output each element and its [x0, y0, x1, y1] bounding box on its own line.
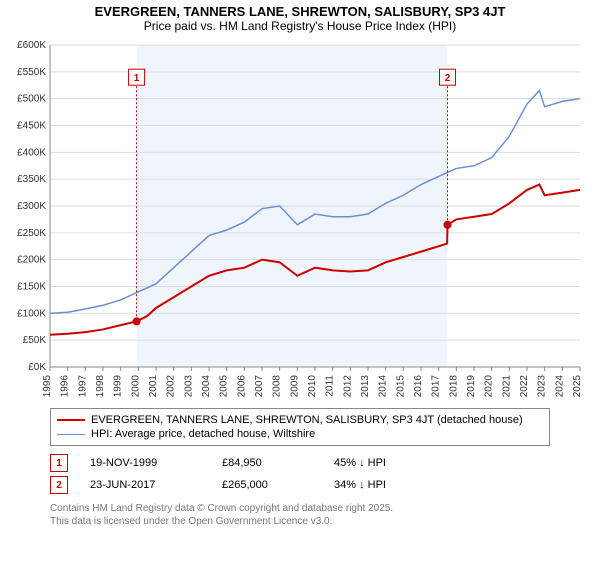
- sale-marker-box: 2: [50, 476, 68, 494]
- sale-price: £265,000: [222, 479, 312, 491]
- svg-text:2002: 2002: [166, 375, 177, 397]
- svg-text:£200K: £200K: [17, 255, 46, 266]
- sale-marker-box: 1: [50, 454, 68, 472]
- legend: EVERGREEN, TANNERS LANE, SHREWTON, SALIS…: [50, 408, 550, 446]
- footer-line1: Contains HM Land Registry data © Crown c…: [50, 502, 550, 515]
- svg-text:£150K: £150K: [17, 282, 46, 293]
- svg-text:2: 2: [445, 73, 451, 84]
- svg-text:2007: 2007: [254, 375, 265, 397]
- svg-text:2011: 2011: [325, 375, 336, 397]
- svg-text:£400K: £400K: [17, 147, 46, 158]
- sale-delta: 45% ↓ HPI: [334, 457, 386, 469]
- svg-text:£50K: £50K: [23, 335, 47, 346]
- svg-text:2009: 2009: [289, 375, 300, 397]
- chart-title: EVERGREEN, TANNERS LANE, SHREWTON, SALIS…: [0, 4, 600, 19]
- svg-text:£550K: £550K: [17, 67, 46, 78]
- svg-text:2012: 2012: [342, 375, 353, 397]
- footer-line2: This data is licensed under the Open Gov…: [50, 515, 550, 528]
- svg-text:2016: 2016: [413, 375, 424, 397]
- svg-text:1996: 1996: [60, 375, 71, 397]
- svg-text:£450K: £450K: [17, 121, 46, 132]
- svg-text:2006: 2006: [236, 375, 247, 397]
- svg-text:2004: 2004: [201, 375, 212, 397]
- svg-text:2010: 2010: [307, 375, 318, 397]
- svg-text:1: 1: [134, 73, 140, 84]
- svg-text:1999: 1999: [113, 375, 124, 397]
- sale-row: 1 19-NOV-1999 £84,950 45% ↓ HPI: [50, 452, 550, 474]
- legend-item: HPI: Average price, detached house, Wilt…: [57, 427, 543, 441]
- svg-text:2020: 2020: [484, 375, 495, 397]
- legend-swatch: [57, 434, 85, 435]
- svg-text:1997: 1997: [77, 375, 88, 397]
- svg-text:2013: 2013: [360, 375, 371, 397]
- svg-text:£0K: £0K: [28, 362, 46, 373]
- line-chart: £0K £50K £100K £150K £200K £250K £300K £350K £40…: [0, 37, 600, 397]
- sale-delta: 34% ↓ HPI: [334, 479, 386, 491]
- svg-text:1995: 1995: [42, 375, 53, 397]
- svg-text:2000: 2000: [130, 375, 141, 397]
- svg-text:2017: 2017: [431, 375, 442, 397]
- svg-text:£100K: £100K: [17, 308, 46, 319]
- svg-text:£500K: £500K: [17, 94, 46, 105]
- sale-row: 2 23-JUN-2017 £265,000 34% ↓ HPI: [50, 474, 550, 496]
- chart-subtitle: Price paid vs. HM Land Registry's House …: [0, 19, 600, 33]
- svg-text:2014: 2014: [378, 375, 389, 397]
- svg-text:2015: 2015: [395, 375, 406, 397]
- svg-text:£350K: £350K: [17, 174, 46, 185]
- legend-label: EVERGREEN, TANNERS LANE, SHREWTON, SALIS…: [91, 414, 523, 426]
- sale-date: 19-NOV-1999: [90, 457, 200, 469]
- footer-attribution: Contains HM Land Registry data © Crown c…: [50, 502, 550, 528]
- svg-text:2003: 2003: [183, 375, 194, 397]
- svg-text:2005: 2005: [219, 375, 230, 397]
- svg-text:2022: 2022: [519, 375, 530, 397]
- svg-text:2023: 2023: [537, 375, 548, 397]
- svg-text:£300K: £300K: [17, 201, 46, 212]
- svg-text:2008: 2008: [272, 375, 283, 397]
- svg-text:2018: 2018: [448, 375, 459, 397]
- legend-label: HPI: Average price, detached house, Wilt…: [91, 428, 315, 440]
- svg-text:1998: 1998: [95, 375, 106, 397]
- svg-text:£250K: £250K: [17, 228, 46, 239]
- legend-swatch: [57, 419, 85, 421]
- chart-area: £0K £50K £100K £150K £200K £250K £300K £350K £40…: [0, 37, 600, 402]
- svg-text:2019: 2019: [466, 375, 477, 397]
- sale-date: 23-JUN-2017: [90, 479, 200, 491]
- svg-text:2001: 2001: [148, 375, 159, 397]
- svg-text:2021: 2021: [501, 375, 512, 397]
- sale-price: £84,950: [222, 457, 312, 469]
- svg-text:2025: 2025: [572, 375, 583, 397]
- svg-text:2024: 2024: [554, 375, 565, 397]
- sales-table: 1 19-NOV-1999 £84,950 45% ↓ HPI 2 23-JUN-2017…: [50, 452, 550, 496]
- svg-text:£600K: £600K: [17, 40, 46, 51]
- legend-item: EVERGREEN, TANNERS LANE, SHREWTON, SALIS…: [57, 413, 543, 427]
